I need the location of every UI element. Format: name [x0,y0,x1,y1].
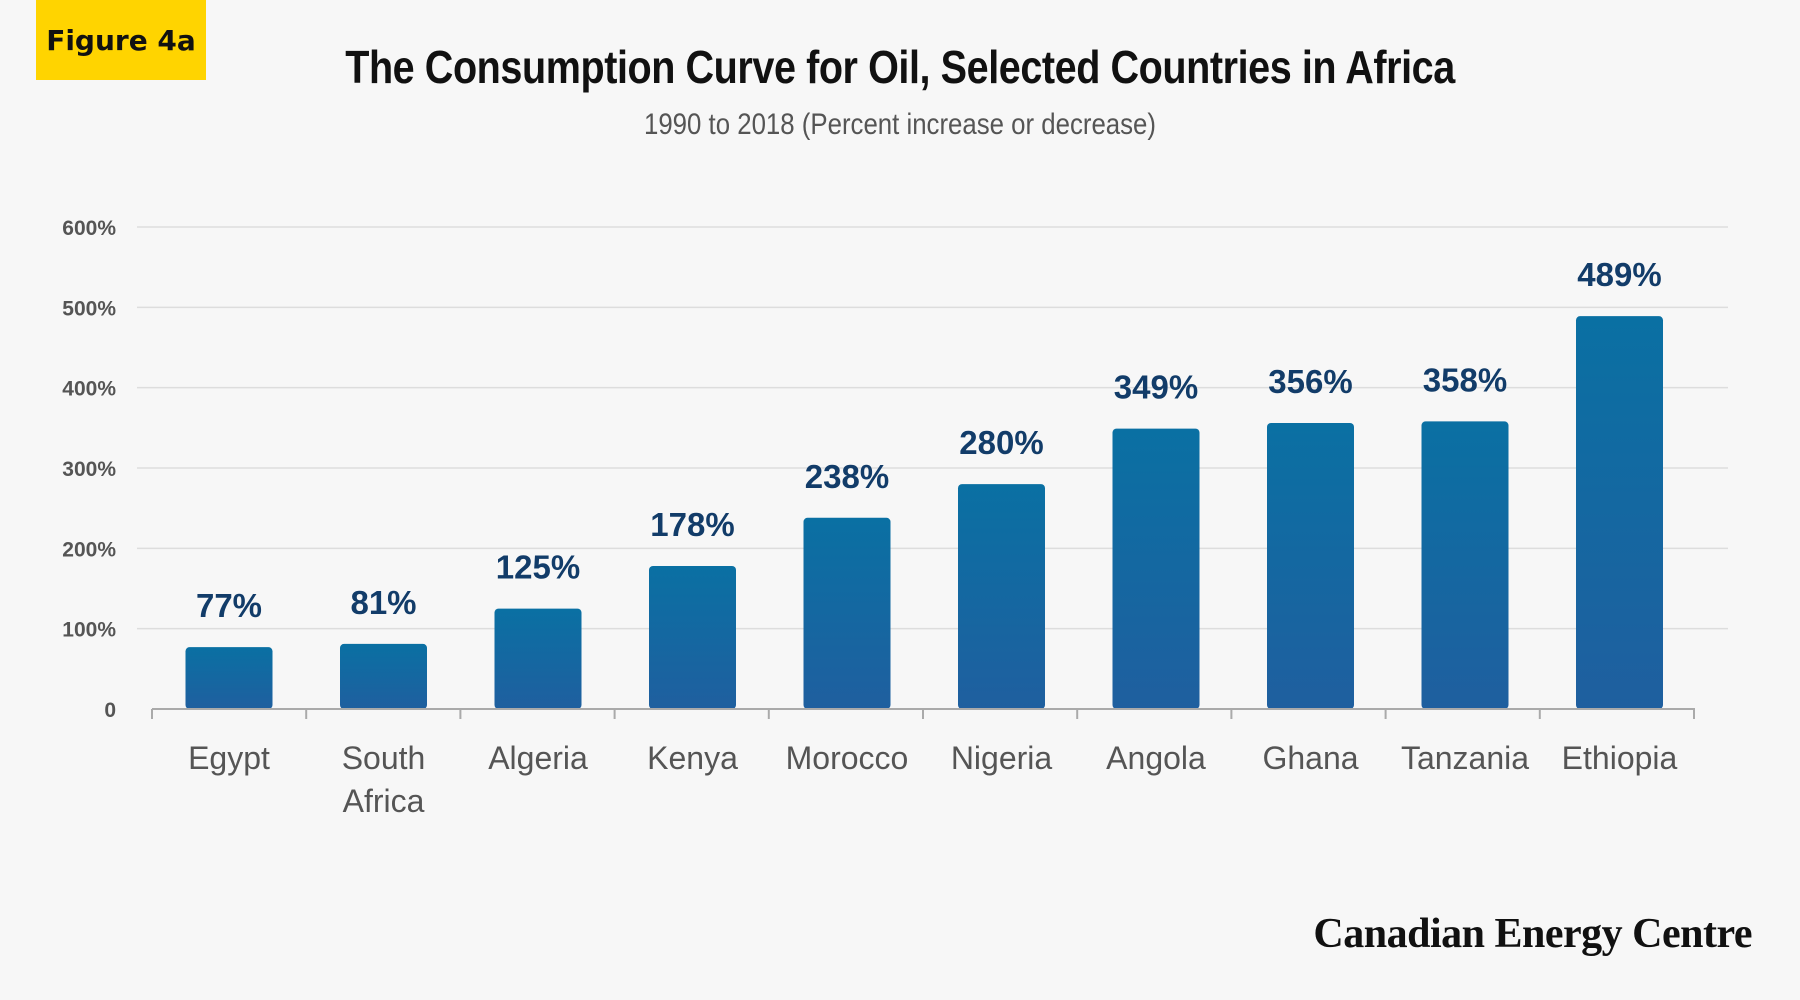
x-tick-label: Egypt [188,740,270,776]
x-tick-label: Ethiopia [1562,740,1678,776]
chart-subtitle: 1990 to 2018 (Percent increase or decrea… [643,108,1156,141]
x-tick-label: Kenya [647,740,738,776]
bar-south-africa [340,643,427,709]
bar-algeria [494,608,582,709]
x-tick-label: Angola [1106,740,1206,776]
data-label: 280% [959,424,1043,461]
data-labels: 77% 81% 125% 178% 238% 280% 349% 356% 358% 489% [196,256,1662,624]
bar-kenya [649,566,736,709]
bar-ethiopia [1576,316,1663,709]
y-tick-label: 0 [104,699,116,722]
data-label: 358% [1423,361,1507,398]
x-tick-label: South [342,740,426,776]
figure-badge: Figure 4a [36,0,206,80]
x-tick-label: Ghana [1262,740,1358,776]
bar-morocco [803,517,891,709]
figure-label: Figure 4a [46,23,196,57]
bars [185,316,1663,709]
x-axis-ticks: Egypt South Africa Algeria Kenya Morocco Niger… [188,740,1677,819]
bar-angola [1112,428,1200,709]
bar-ghana [1267,423,1354,709]
x-tick-label: Morocco [786,740,909,776]
y-tick-label: 300% [62,458,116,481]
chart-title: The Consumption Curve for Oil, Selected … [345,41,1455,93]
data-label: 77% [196,587,262,624]
y-tick-label: 400% [62,378,116,401]
data-label: 489% [1577,256,1661,293]
x-tick-label: Algeria [488,740,588,776]
y-tick-label: 200% [62,538,116,561]
bar-egypt [185,647,273,709]
x-tick-label: Africa [343,783,425,819]
data-label: 81% [350,584,416,621]
x-tick-label: Tanzania [1401,740,1529,776]
data-label: 349% [1114,369,1198,406]
data-label: 356% [1268,363,1352,400]
data-label: 178% [650,506,734,543]
y-tick-label: 100% [62,619,116,642]
data-label: 238% [805,458,889,495]
brand-logo-text: Canadian Energy Centre [1313,911,1752,957]
x-tick-label: Nigeria [951,740,1053,776]
x-axis [151,708,1695,719]
data-label: 125% [496,549,580,586]
y-tick-label: 600% [62,217,116,240]
bar-nigeria [958,484,1045,709]
y-axis-ticks: 0 100% 200% 300% 400% 500% 600% [62,217,116,722]
bar-tanzania [1421,421,1509,709]
y-tick-label: 500% [62,297,116,320]
